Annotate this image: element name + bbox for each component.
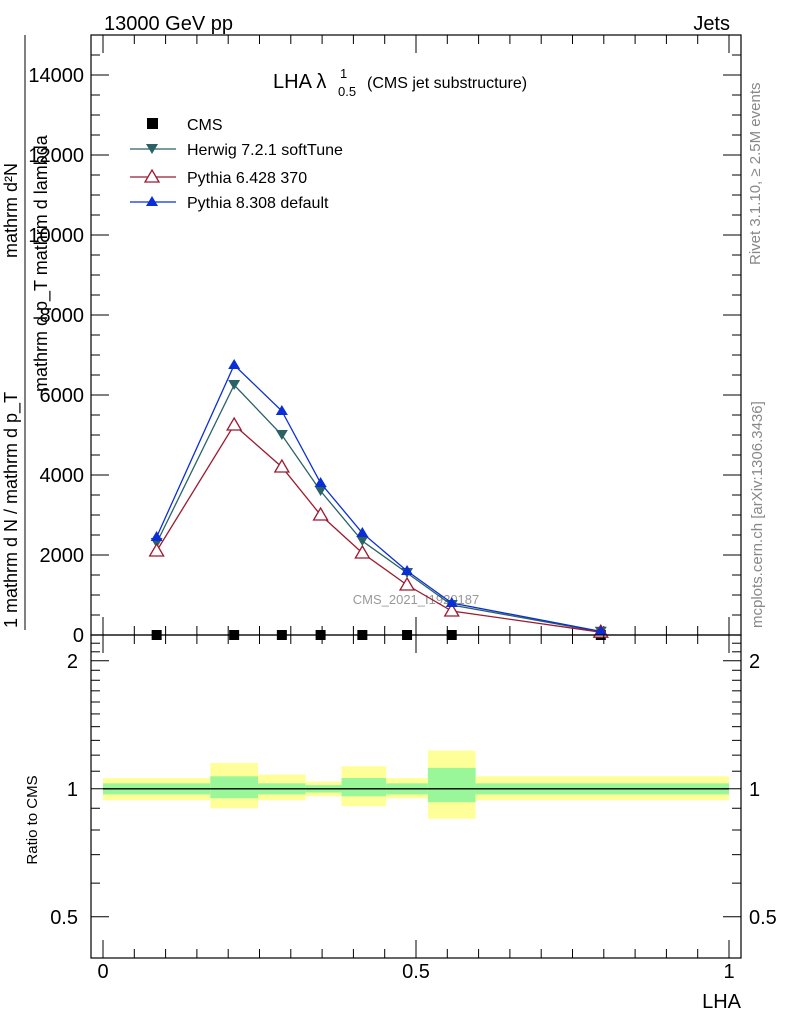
y-tick-label: 2000	[40, 545, 85, 567]
main-tick-labels: 2000 4000 6000 8000 10000 12000 14000 0	[28, 65, 84, 647]
legend-label-pythia6: Pythia 6.428 370	[187, 170, 307, 187]
data-point-pythia8	[150, 531, 163, 541]
y-tick-label: 4000	[40, 465, 85, 487]
header-process: 13000 GeV pp	[104, 13, 233, 35]
y-tick-label: 8000	[40, 305, 85, 327]
plot-title: LHA λ 1 0.5 (CMS jet substructure)	[273, 66, 527, 99]
y-tick-label: 12000	[28, 145, 84, 167]
title-suffix: (CMS jet substructure)	[367, 75, 527, 92]
data-point-pythia8	[275, 405, 288, 415]
header-category: Jets	[693, 13, 730, 35]
legend-marker-pythia6	[143, 168, 161, 183]
legend-marker-pythia8	[146, 196, 158, 206]
ratio-ticks	[91, 635, 741, 958]
main-ticks	[91, 35, 741, 635]
series-line	[156, 363, 601, 633]
legend-label-pythia8: Pythia 8.308 default	[187, 195, 329, 212]
data-point-herwig	[314, 486, 327, 496]
series-line	[156, 424, 601, 633]
y-tick-label: 0	[73, 625, 84, 647]
data-point-pythia8	[228, 359, 241, 369]
series-line	[156, 383, 601, 633]
data-point-pythia8	[401, 565, 414, 575]
legend-label-cms: CMS	[187, 117, 223, 134]
data-point-pythia6	[226, 416, 243, 431]
data-point-pythia6	[312, 506, 329, 521]
ratio-y-axis-label: Ratio to CMS	[24, 775, 41, 864]
ylabel-mid: mathrm d p_T mathrm d lambda	[31, 134, 52, 392]
legend-label-herwig: Herwig 7.2.1 softTune	[187, 142, 343, 159]
ratio-y-tick-label: 1	[67, 779, 78, 801]
data-point-pythia6	[354, 544, 371, 559]
data-point-pythia8	[445, 597, 458, 607]
ratio-bands	[103, 750, 729, 819]
ylabel-bottom: 1 mathrm d N / mathrm d p_T	[1, 392, 22, 628]
ratio-y-tick-label-right: 0.5	[749, 907, 777, 929]
x-tick-label: 0	[97, 961, 108, 983]
ratio-band-inner	[341, 778, 387, 797]
title-main: LHA λ	[273, 71, 326, 93]
legend-marker-herwig	[146, 144, 158, 154]
data-point-pythia6	[148, 542, 165, 557]
data-point-pythia8	[314, 477, 327, 487]
ratio-band-inner	[427, 767, 476, 803]
legend-marker-cms	[147, 118, 158, 129]
x-tick-label: 0.5	[402, 961, 430, 983]
main-y-axis-label: mathrm d²N mathrm d p_T mathrm d lambda …	[1, 35, 52, 630]
title-superscript: 1	[340, 66, 347, 81]
ratio-y-tick-label-right: 2	[749, 651, 760, 673]
x-axis-label: LHA	[702, 991, 742, 1013]
ratio-y-tick-label: 0.5	[50, 907, 78, 929]
ratio-y-tick-label-right: 1	[749, 779, 760, 801]
data-point-pythia6	[398, 576, 416, 591]
mcplots-label: mcplots.cern.ch [arXiv:1306.3436]	[749, 401, 766, 628]
y-tick-label: 6000	[40, 385, 85, 407]
x-tick-label: 1	[723, 961, 734, 983]
title-subscript: 0.5	[338, 84, 356, 99]
ratio-tick-labels: 0.5 0.5 1 1 2 2 0 0.5 1	[50, 651, 777, 983]
data-point-herwig	[356, 536, 369, 546]
data-point-herwig	[228, 380, 241, 390]
legend: CMS Herwig 7.2.1 softTune Pythia 6.428 3…	[130, 117, 343, 212]
data-point-pythia8	[356, 527, 369, 537]
data-point-herwig	[275, 430, 288, 440]
rivet-version-label: Rivet 3.1.10, ≥ 2.5M events	[747, 83, 764, 266]
y-tick-label: 14000	[28, 65, 84, 87]
ratio-y-tick-label: 2	[67, 651, 78, 673]
ratio-band-inner	[210, 776, 258, 799]
ylabel-top: mathrm d²N	[1, 163, 21, 258]
ratio-panel: 0.5 0.5 1 1 2 2 0 0.5 1 Ratio to CMS LHA	[24, 634, 777, 1013]
data-point-pythia6	[443, 602, 460, 617]
data-point-pythia8	[594, 625, 607, 636]
analysis-watermark: CMS_2021_I1920187	[353, 592, 480, 607]
data-point-pythia6	[273, 458, 290, 473]
y-tick-label: 10000	[28, 225, 84, 247]
main-panel: 2000 4000 6000 8000 10000 12000 14000 0 LHA λ 1…	[1, 34, 742, 647]
